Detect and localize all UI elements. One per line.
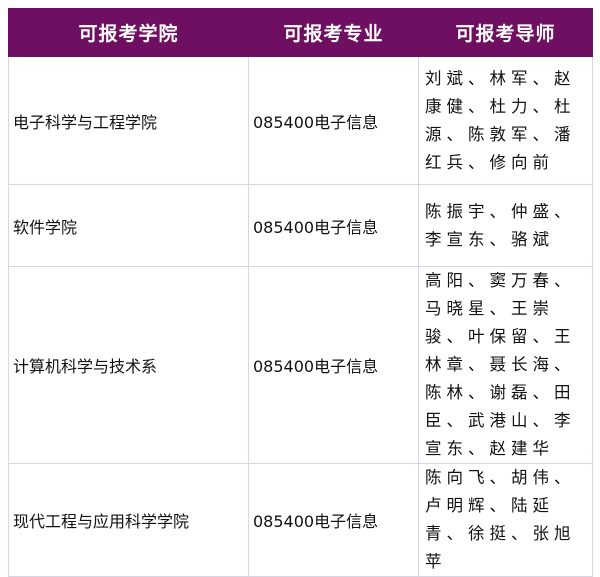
- header-major: 可报考专业: [248, 8, 419, 57]
- college-cell: 电子科学与工程学院: [8, 56, 249, 185]
- major-cell: 085400电子信息: [248, 463, 419, 577]
- header-tutors: 可报考导师: [418, 8, 593, 57]
- tutors-cell: 高阳、窦万春、马晓星、王崇骏、叶保留、王林章、聂长海、陈林、谢磊、田臣、武港山、…: [418, 266, 593, 464]
- major-cell: 085400电子信息: [248, 184, 419, 267]
- table-row: 计算机科学与技术系 085400电子信息 高阳、窦万春、马晓星、王崇骏、叶保留、…: [8, 266, 593, 464]
- tutors-cell: 刘斌、林军、赵康健、杜力、杜源、陈敦军、潘红兵、修向前: [418, 56, 593, 185]
- header-college: 可报考学院: [8, 8, 249, 57]
- table-row: 软件学院 085400电子信息 陈振宇、仲盛、李宣东、骆斌: [8, 184, 593, 267]
- table-row: 现代工程与应用科学学院 085400电子信息 陈向飞、胡伟、卢明辉、陆延青、徐挺…: [8, 463, 593, 577]
- college-cell: 计算机科学与技术系: [8, 266, 249, 464]
- header-row: 可报考学院 可报考专业 可报考导师: [8, 8, 593, 57]
- major-cell: 085400电子信息: [248, 56, 419, 185]
- tutors-cell: 陈振宇、仲盛、李宣东、骆斌: [418, 184, 593, 267]
- college-cell: 现代工程与应用科学学院: [8, 463, 249, 577]
- college-cell: 软件学院: [8, 184, 249, 267]
- table-row: 电子科学与工程学院 085400电子信息 刘斌、林军、赵康健、杜力、杜源、陈敦军…: [8, 56, 593, 185]
- admissions-table: 可报考学院 可报考专业 可报考导师 电子科学与工程学院 085400电子信息 刘…: [8, 8, 593, 577]
- tutors-cell: 陈向飞、胡伟、卢明辉、陆延青、徐挺、张旭苹: [418, 463, 593, 577]
- major-cell: 085400电子信息: [248, 266, 419, 464]
